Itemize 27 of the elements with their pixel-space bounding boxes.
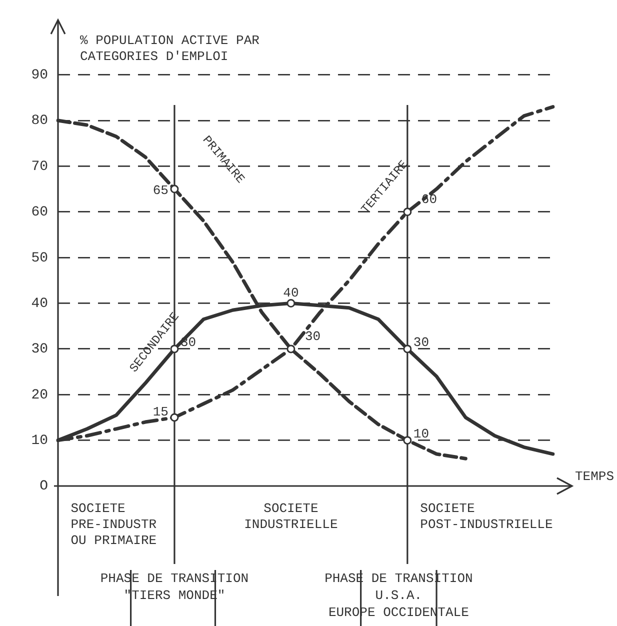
y-tick-label: 60	[31, 204, 48, 221]
data-label: 30	[413, 334, 430, 350]
y-tick-label: 90	[31, 68, 48, 84]
point	[403, 436, 412, 445]
point	[286, 344, 296, 354]
y-tick-label: 20	[31, 387, 48, 404]
data-label: 40	[283, 285, 299, 300]
y-tick-label: 30	[31, 342, 48, 358]
y-tick-label: 70	[31, 158, 48, 175]
point	[286, 299, 296, 308]
y-axis-title: % POPULATION ACTIVE PAR CATEGORIES D'EMPLOI	[80, 33, 260, 64]
y-tick-label: 40	[31, 296, 48, 312]
text: SOCIETE INDUSTRIELLE	[244, 501, 338, 532]
point	[170, 413, 179, 422]
point	[403, 344, 412, 354]
y-tick-label: 50	[31, 250, 48, 266]
point	[170, 184, 179, 194]
text: SOCIETE POST-INDUSTRIELLE	[420, 501, 553, 532]
data-label: 10	[413, 426, 430, 442]
y-tick-label: O	[40, 478, 48, 495]
x-axis-title: TEMPS	[575, 469, 614, 484]
data-label: 15	[152, 404, 168, 420]
text: SOCIETE PRE-INDUSTR OU PRIMAIRE	[70, 501, 157, 548]
data-label: 65	[152, 183, 168, 198]
data-label: 30	[304, 328, 321, 344]
y-tick-label: 80	[31, 113, 48, 130]
y-tick-label: 10	[31, 433, 48, 450]
